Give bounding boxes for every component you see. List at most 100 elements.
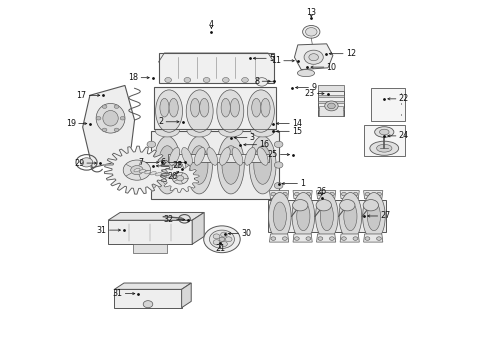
Ellipse shape [222, 146, 240, 184]
Ellipse shape [282, 237, 287, 240]
Ellipse shape [342, 237, 346, 240]
Ellipse shape [242, 77, 248, 82]
Ellipse shape [365, 192, 370, 196]
Text: 2: 2 [158, 117, 163, 126]
Ellipse shape [219, 124, 243, 137]
Bar [318, 108, 344, 110]
Text: 8: 8 [254, 77, 259, 86]
Ellipse shape [316, 199, 331, 211]
Ellipse shape [305, 28, 317, 36]
Ellipse shape [377, 237, 381, 240]
Polygon shape [161, 164, 199, 192]
Circle shape [204, 226, 240, 253]
Text: 16: 16 [259, 140, 270, 149]
Text: 11: 11 [271, 56, 281, 65]
Ellipse shape [294, 192, 299, 196]
Ellipse shape [145, 170, 151, 174]
Circle shape [213, 234, 220, 239]
Text: 30: 30 [241, 229, 251, 238]
Ellipse shape [379, 129, 389, 135]
Ellipse shape [256, 78, 268, 86]
Ellipse shape [271, 192, 276, 196]
Text: 7: 7 [138, 158, 143, 167]
Ellipse shape [139, 170, 146, 173]
Ellipse shape [257, 148, 268, 165]
Ellipse shape [340, 199, 355, 211]
Polygon shape [340, 190, 359, 199]
Ellipse shape [147, 141, 156, 148]
Ellipse shape [217, 90, 244, 132]
Ellipse shape [221, 98, 230, 117]
Text: 20: 20 [167, 172, 177, 181]
Text: 5: 5 [269, 54, 274, 63]
Ellipse shape [165, 77, 172, 82]
Polygon shape [317, 234, 336, 242]
Ellipse shape [186, 90, 213, 132]
Polygon shape [114, 283, 191, 289]
Ellipse shape [155, 172, 162, 176]
Circle shape [309, 54, 318, 61]
Ellipse shape [134, 168, 140, 172]
Ellipse shape [203, 77, 210, 82]
Circle shape [304, 50, 323, 64]
Ellipse shape [365, 237, 370, 240]
Ellipse shape [377, 144, 392, 152]
Polygon shape [270, 190, 289, 199]
Text: 10: 10 [327, 63, 337, 72]
Ellipse shape [169, 148, 180, 165]
Text: 24: 24 [399, 131, 409, 140]
Bar [108, 220, 192, 244]
Circle shape [220, 242, 227, 247]
Ellipse shape [274, 183, 283, 189]
Polygon shape [364, 190, 383, 199]
Text: 12: 12 [346, 49, 356, 58]
Circle shape [80, 158, 93, 167]
Ellipse shape [254, 146, 271, 184]
Polygon shape [293, 190, 312, 199]
Text: 15: 15 [292, 127, 302, 136]
Ellipse shape [252, 98, 261, 117]
Ellipse shape [273, 202, 286, 231]
Text: 31: 31 [97, 226, 107, 235]
Circle shape [143, 301, 153, 308]
Circle shape [225, 237, 232, 242]
Ellipse shape [156, 90, 183, 132]
Circle shape [303, 26, 320, 38]
Ellipse shape [274, 162, 283, 168]
Ellipse shape [222, 77, 229, 82]
Polygon shape [83, 85, 135, 168]
Ellipse shape [245, 148, 255, 165]
Circle shape [176, 176, 184, 181]
Bar [159, 53, 274, 83]
Text: 17: 17 [76, 91, 87, 100]
Ellipse shape [200, 98, 209, 117]
Ellipse shape [158, 146, 176, 184]
Ellipse shape [316, 193, 338, 240]
Ellipse shape [249, 136, 276, 194]
Text: 28: 28 [172, 161, 182, 170]
Ellipse shape [297, 202, 310, 231]
Ellipse shape [96, 117, 101, 120]
Polygon shape [104, 146, 170, 194]
Ellipse shape [161, 174, 167, 177]
Ellipse shape [368, 202, 381, 231]
Ellipse shape [218, 136, 244, 194]
Ellipse shape [353, 237, 358, 240]
Polygon shape [182, 283, 191, 308]
Bar [318, 95, 344, 97]
Ellipse shape [230, 98, 240, 117]
Ellipse shape [207, 148, 218, 165]
Bar [151, 131, 279, 199]
Text: 22: 22 [399, 94, 409, 103]
Text: 1: 1 [300, 179, 305, 188]
Bar [168, 154, 269, 162]
Ellipse shape [154, 136, 181, 194]
Ellipse shape [155, 124, 179, 137]
Ellipse shape [184, 77, 191, 82]
Ellipse shape [328, 103, 335, 109]
Ellipse shape [375, 127, 394, 137]
Text: 3: 3 [250, 133, 255, 142]
Ellipse shape [342, 192, 346, 196]
Text: 14: 14 [292, 119, 302, 128]
Ellipse shape [318, 192, 323, 196]
